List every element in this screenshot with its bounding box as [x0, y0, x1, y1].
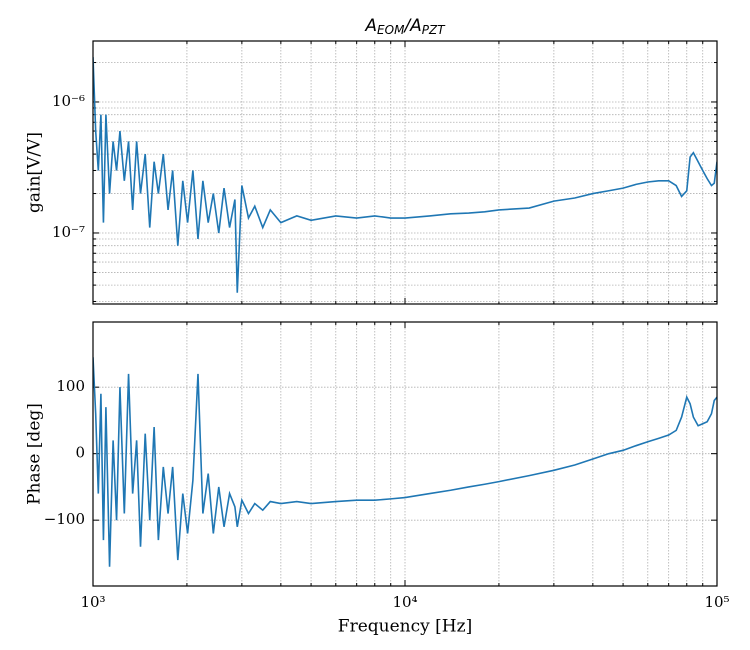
- y-tick-label: −100: [44, 510, 85, 528]
- y-axis-label: gain[V/V]: [25, 132, 45, 213]
- title-part: A: [364, 16, 377, 36]
- data-line: [93, 57, 717, 293]
- y-tick-label: 10⁻⁶: [52, 92, 85, 110]
- x-tick-label: 10⁵: [704, 593, 729, 611]
- axes-frame: [92, 321, 718, 587]
- data-line: [93, 357, 717, 567]
- title-part: /A: [402, 16, 421, 36]
- y-tick-label: 10⁻⁷: [52, 223, 85, 241]
- axes-frame: [92, 40, 718, 305]
- y-tick-label: 0: [75, 444, 85, 462]
- y-tick-label: 100: [56, 377, 85, 395]
- x-axis-label: Frequency [Hz]: [338, 617, 472, 637]
- x-tick-label: 10³: [80, 593, 105, 611]
- title-part: EOM: [377, 23, 405, 37]
- x-tick-label: 10⁴: [392, 593, 417, 611]
- chart-title: AEOM/APZT: [364, 16, 446, 37]
- y-axis-label: Phase [deg]: [25, 403, 45, 505]
- title-part: PZT: [422, 23, 446, 37]
